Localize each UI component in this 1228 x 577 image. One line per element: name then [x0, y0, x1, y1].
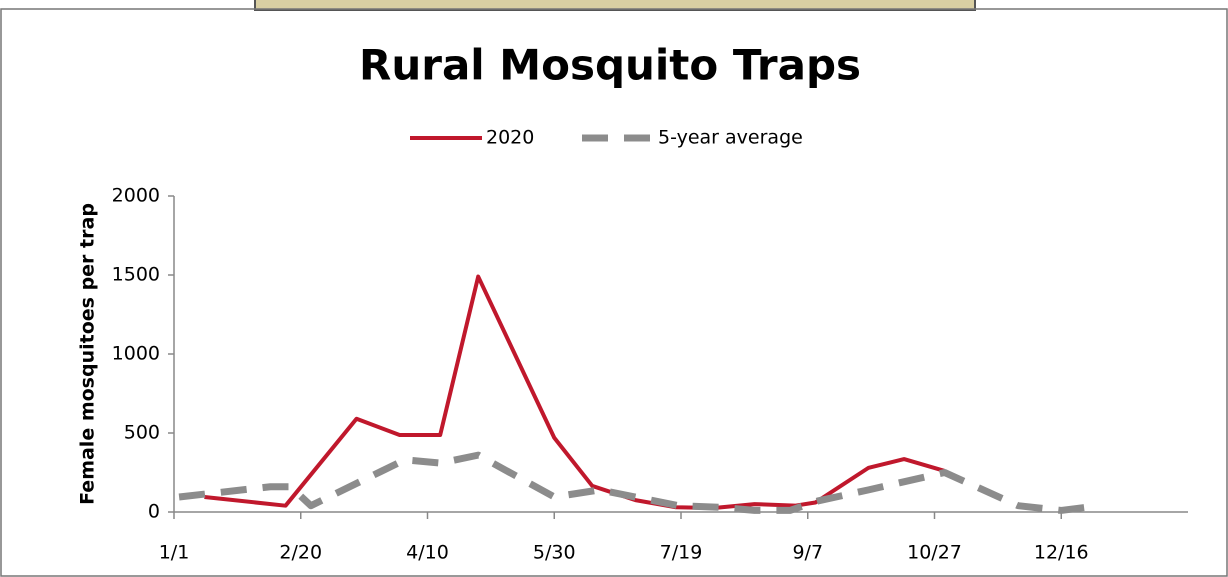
y-tick-label: 500 — [124, 422, 160, 444]
y-tick-label: 0 — [148, 501, 160, 523]
legend-label: 5-year average — [658, 127, 803, 149]
x-tick-label: 4/10 — [406, 542, 449, 564]
y-tick-label: 2000 — [112, 185, 160, 207]
y-axis-label: Female mosquitoes per trap — [77, 203, 99, 505]
x-tick-label: 2/20 — [279, 542, 322, 564]
x-tick-label: 10/27 — [907, 542, 962, 564]
series-line — [204, 277, 944, 508]
y-tick-label: 1500 — [112, 264, 160, 286]
x-tick-label: 5/30 — [533, 542, 576, 564]
x-tick-label: 12/16 — [1034, 542, 1089, 564]
chart-title: Rural Mosquito Traps — [359, 41, 861, 90]
page: {"chart_data": {"type": "line", "title":… — [0, 0, 1228, 577]
legend-label: 2020 — [486, 127, 534, 149]
y-tick-label: 1000 — [112, 343, 160, 365]
x-tick-label: 1/1 — [159, 542, 190, 564]
chart: Rural Mosquito Traps Female mosquitoes p… — [0, 0, 1228, 577]
x-tick-label: 9/7 — [792, 542, 823, 564]
x-tick-label: 7/19 — [660, 542, 703, 564]
